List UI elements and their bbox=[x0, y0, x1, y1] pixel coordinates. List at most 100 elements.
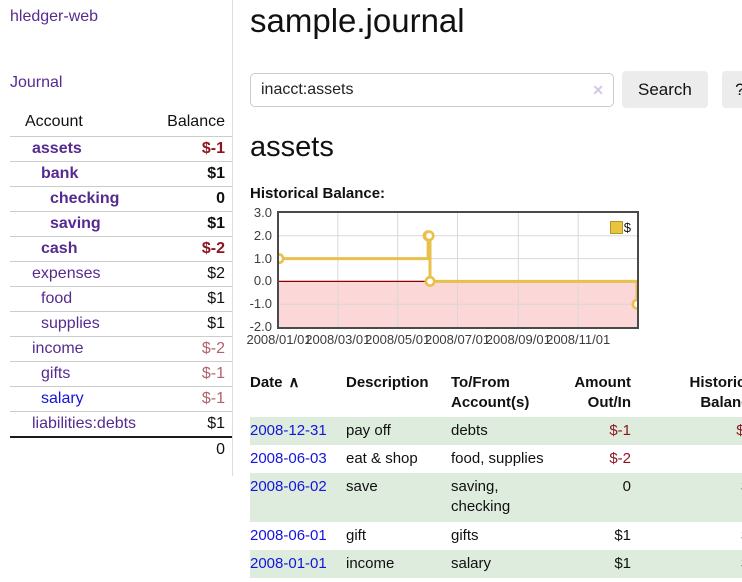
account-link-checking[interactable]: checking bbox=[50, 190, 120, 207]
accounts-header-account: Account bbox=[25, 113, 83, 130]
chart-title: Historical Balance: bbox=[250, 185, 386, 202]
account-balance: $1 bbox=[156, 161, 232, 187]
chart-x-tick: 2008/05/01 bbox=[365, 332, 431, 347]
register-date-cell: 2008-06-03 bbox=[250, 445, 346, 473]
chart-plot-area: $ bbox=[277, 211, 639, 329]
balance-chart: $ 3.0 2.0 1.0 0.0 -1.0 -2.0 2008/01/01 2008/03/… bbox=[242, 205, 682, 351]
account-row: cash $-2 bbox=[10, 236, 232, 262]
account-row: food $1 bbox=[10, 286, 232, 312]
accounts-total-value: 0 bbox=[156, 436, 232, 462]
account-link-expenses[interactable]: expenses bbox=[32, 265, 101, 282]
register-description-cell: gift bbox=[346, 526, 367, 544]
account-link-cash[interactable]: cash bbox=[41, 240, 78, 257]
register-accounts-cell: salary bbox=[451, 549, 557, 578]
account-row: gifts $-1 bbox=[10, 361, 232, 387]
chart-y-tick: 2.0 bbox=[253, 227, 272, 243]
chart-x-tick: 2008/01/01 bbox=[246, 332, 312, 347]
chart-x-tick: 2008/11/01 bbox=[546, 332, 611, 347]
account-link-gifts[interactable]: gifts bbox=[41, 365, 71, 382]
clear-search-icon[interactable]: ✕ bbox=[592, 81, 604, 98]
register-header-date[interactable]: Date ∧ bbox=[250, 374, 300, 391]
chart-legend: $ bbox=[609, 220, 631, 235]
register-row: 2008-06-01 gift gifts $1 $2 bbox=[250, 522, 742, 550]
account-row: bank $1 bbox=[10, 161, 232, 187]
account-name-cell: gifts bbox=[10, 361, 157, 387]
register-date-cell: 2008-06-01 bbox=[250, 522, 346, 550]
account-link-food[interactable]: food bbox=[41, 290, 73, 307]
register-description-cell: save bbox=[346, 473, 451, 522]
account-row: expenses $2 bbox=[10, 261, 232, 287]
register-balance-cell: 0 bbox=[641, 445, 742, 473]
account-balance: $1 bbox=[156, 311, 232, 337]
account-link-saving[interactable]: saving bbox=[50, 215, 101, 232]
transaction-date-link[interactable]: 2008-01-01 bbox=[250, 554, 327, 572]
account-row: supplies $1 bbox=[10, 311, 232, 337]
account-name-cell: bank bbox=[10, 161, 157, 187]
transaction-date-link[interactable]: 2008-12-31 bbox=[250, 421, 327, 439]
chart-x-tick: 2008/03/01 bbox=[305, 332, 371, 347]
register-header-amount: Amount Out/In bbox=[574, 374, 631, 412]
search-input[interactable] bbox=[250, 72, 614, 107]
account-name-cell: assets bbox=[10, 136, 157, 162]
app-title-link[interactable]: hledger-web bbox=[10, 8, 99, 25]
register-date-cell: 2008-12-31 bbox=[250, 416, 346, 445]
account-link-supplies[interactable]: supplies bbox=[41, 315, 100, 332]
transaction-date-link[interactable]: 2008-06-02 bbox=[250, 478, 327, 495]
account-link-salary[interactable]: salary bbox=[41, 390, 84, 407]
account-balance: $1 bbox=[156, 411, 232, 437]
chart-y-tick: -2.0 bbox=[249, 319, 272, 334]
register-header-accounts: To/From Account(s) bbox=[451, 374, 530, 412]
account-balance: $-1 bbox=[156, 361, 232, 387]
chart-y-tick: 3.0 bbox=[253, 205, 272, 220]
search-button[interactable]: Search bbox=[622, 71, 708, 108]
account-name-cell: supplies bbox=[10, 311, 157, 337]
register-balance-cell: $2 bbox=[641, 473, 742, 522]
register-date-cell: 2008-01-01 bbox=[250, 549, 346, 578]
chart-x-tick: 2008/09/01 bbox=[485, 332, 551, 347]
sort-ascending-icon: ∧ bbox=[288, 374, 300, 391]
account-balance: $-2 bbox=[156, 336, 232, 362]
transaction-date-link[interactable]: 2008-06-03 bbox=[250, 449, 327, 467]
account-row: income $-2 bbox=[10, 336, 232, 362]
register-header-row: Date ∧ Description To/From Account(s) Amo… bbox=[250, 371, 742, 417]
accounts-header-balance: Balance bbox=[167, 113, 225, 130]
register-row: 2008-06-03 eat & shop food, supplies $-2 0 bbox=[250, 445, 742, 473]
account-link-income[interactable]: income bbox=[32, 340, 84, 357]
register-amount-cell: $-1 bbox=[557, 416, 641, 445]
account-link-assets[interactable]: assets bbox=[32, 140, 82, 157]
account-balance: $-1 bbox=[156, 386, 232, 412]
account-row: checking 0 bbox=[10, 186, 232, 212]
chart-y-tick: -1.0 bbox=[249, 296, 272, 312]
account-balance: $1 bbox=[156, 286, 232, 312]
register-amount-cell: $1 bbox=[557, 549, 641, 578]
register-balance-cell: $-1 bbox=[641, 416, 742, 445]
sidebar-item-journal[interactable]: Journal bbox=[10, 74, 63, 91]
accounts-total-row: 0 bbox=[10, 436, 232, 462]
transaction-date-link[interactable]: 2008-06-01 bbox=[250, 526, 327, 544]
accounts-total-spacer bbox=[10, 436, 157, 462]
register-accounts-cell: gifts bbox=[451, 526, 479, 544]
help-button[interactable]: ? bbox=[721, 71, 742, 108]
account-name-cell: checking bbox=[10, 186, 157, 212]
register-accounts-cell: saving, checking bbox=[451, 473, 557, 522]
account-link-liabilities-debts[interactable]: liabilities:debts bbox=[32, 415, 137, 432]
sidebar: hledger-web Journal Account Balance asse… bbox=[0, 0, 233, 476]
accounts-table: Account Balance assets $-1 bank $1 checking 0… bbox=[10, 111, 232, 462]
account-balance: $-1 bbox=[156, 136, 232, 162]
register-balance-cell: $1 bbox=[641, 549, 742, 578]
register-header-balance: Historical Balance bbox=[689, 374, 742, 412]
register-accounts-cell: food, supplies bbox=[451, 449, 544, 467]
register-accounts-cell: debts bbox=[451, 416, 557, 445]
register-date-cell: 2008-06-02 bbox=[250, 473, 346, 522]
account-link-bank[interactable]: bank bbox=[41, 165, 79, 182]
account-row: salary $-1 bbox=[10, 386, 232, 412]
chart-y-tick: 0.0 bbox=[253, 273, 272, 289]
accounts-table-body: assets $-1 bank $1 checking 0 saving $1 cash $-2 e… bbox=[10, 136, 232, 437]
search-input-wrap: ✕ bbox=[250, 72, 614, 107]
register-balance-cell: $2 bbox=[641, 522, 742, 550]
register-amount-cell: $1 bbox=[614, 526, 631, 544]
main-content: sample.journal ✕ Search ? assets Histori… bbox=[233, 0, 742, 578]
account-name-cell: income bbox=[10, 336, 157, 362]
